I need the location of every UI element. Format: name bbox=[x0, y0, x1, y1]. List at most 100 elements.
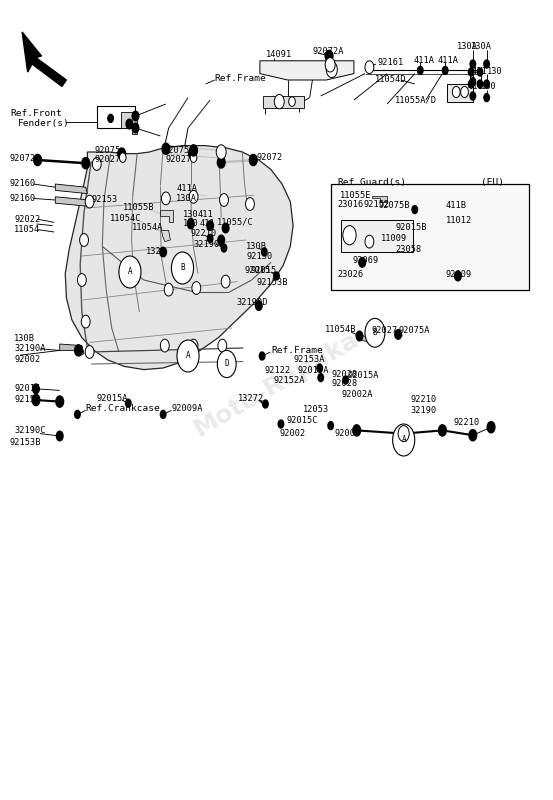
Circle shape bbox=[189, 190, 198, 203]
Circle shape bbox=[82, 158, 90, 169]
Circle shape bbox=[439, 425, 446, 436]
Circle shape bbox=[217, 157, 225, 168]
Text: 92009: 92009 bbox=[446, 270, 472, 279]
Text: 92072: 92072 bbox=[10, 154, 36, 163]
Text: 92015: 92015 bbox=[245, 266, 271, 275]
Text: 14091: 14091 bbox=[265, 50, 291, 59]
Polygon shape bbox=[22, 32, 66, 86]
Circle shape bbox=[221, 244, 227, 252]
Circle shape bbox=[263, 400, 268, 408]
Circle shape bbox=[365, 318, 385, 347]
Text: 11055A/D: 11055A/D bbox=[395, 95, 437, 105]
Circle shape bbox=[80, 234, 88, 246]
Text: 130: 130 bbox=[481, 82, 497, 91]
Circle shape bbox=[207, 234, 213, 242]
Circle shape bbox=[318, 374, 324, 382]
Circle shape bbox=[56, 396, 64, 407]
Circle shape bbox=[56, 431, 63, 441]
Circle shape bbox=[484, 94, 489, 102]
Text: 92160: 92160 bbox=[10, 194, 36, 203]
Circle shape bbox=[118, 148, 126, 159]
Circle shape bbox=[119, 153, 126, 162]
Text: 92075: 92075 bbox=[94, 146, 120, 155]
Circle shape bbox=[132, 111, 139, 121]
Text: 130: 130 bbox=[182, 210, 198, 219]
Polygon shape bbox=[55, 184, 87, 194]
Circle shape bbox=[477, 80, 483, 88]
Text: 130A: 130A bbox=[176, 194, 197, 203]
Circle shape bbox=[85, 346, 94, 358]
Circle shape bbox=[343, 376, 348, 384]
Circle shape bbox=[469, 430, 477, 441]
Text: 11055B: 11055B bbox=[123, 203, 154, 213]
Text: Fender(s): Fender(s) bbox=[18, 118, 70, 128]
Circle shape bbox=[75, 345, 82, 356]
Text: 411A: 411A bbox=[177, 184, 198, 194]
Circle shape bbox=[216, 145, 226, 159]
Polygon shape bbox=[121, 112, 137, 134]
Text: 12053: 12053 bbox=[303, 405, 329, 414]
Text: B: B bbox=[180, 263, 185, 273]
Circle shape bbox=[487, 422, 495, 433]
Text: 92022: 92022 bbox=[14, 214, 40, 224]
Circle shape bbox=[317, 364, 322, 372]
Text: 92210: 92210 bbox=[191, 229, 217, 238]
Circle shape bbox=[108, 114, 113, 122]
Text: 92002: 92002 bbox=[14, 354, 40, 364]
Circle shape bbox=[468, 80, 474, 88]
Text: 411: 411 bbox=[471, 67, 487, 77]
Circle shape bbox=[418, 66, 423, 74]
Text: 11054D: 11054D bbox=[375, 75, 406, 85]
Text: 32190: 32190 bbox=[410, 406, 436, 415]
Circle shape bbox=[171, 252, 194, 284]
FancyBboxPatch shape bbox=[331, 184, 529, 290]
Circle shape bbox=[75, 410, 80, 418]
Text: Ref.Guard(s): Ref.Guard(s) bbox=[337, 178, 406, 187]
Polygon shape bbox=[65, 146, 293, 370]
Circle shape bbox=[190, 145, 197, 156]
Polygon shape bbox=[447, 84, 473, 102]
Circle shape bbox=[470, 78, 476, 86]
Text: 92027: 92027 bbox=[372, 326, 398, 335]
Text: B: B bbox=[373, 328, 377, 338]
Text: 92002: 92002 bbox=[335, 429, 361, 438]
Text: 92069: 92069 bbox=[352, 256, 378, 266]
Text: 23058: 23058 bbox=[395, 245, 421, 254]
Text: D: D bbox=[225, 359, 229, 369]
Circle shape bbox=[160, 247, 166, 257]
Circle shape bbox=[255, 301, 262, 310]
Text: 11054C: 11054C bbox=[109, 214, 141, 223]
Circle shape bbox=[452, 86, 460, 98]
Text: 11055/C: 11055/C bbox=[217, 218, 254, 227]
Text: 92161: 92161 bbox=[377, 58, 403, 67]
Circle shape bbox=[34, 154, 41, 166]
Text: 92075B: 92075B bbox=[379, 201, 410, 210]
Circle shape bbox=[278, 420, 284, 428]
Text: Ref.Frame: Ref.Frame bbox=[215, 74, 267, 83]
Text: 92210: 92210 bbox=[453, 418, 479, 427]
Text: 92075A: 92075A bbox=[398, 326, 430, 335]
Circle shape bbox=[325, 58, 335, 72]
Circle shape bbox=[461, 86, 468, 98]
Circle shape bbox=[356, 331, 363, 341]
Text: 92015A: 92015A bbox=[347, 371, 379, 381]
Text: 92122: 92122 bbox=[264, 366, 290, 375]
Text: 92210: 92210 bbox=[410, 395, 436, 405]
Circle shape bbox=[400, 428, 408, 439]
Text: 92002: 92002 bbox=[279, 429, 305, 438]
Circle shape bbox=[119, 256, 141, 288]
Text: 92153B: 92153B bbox=[10, 438, 41, 447]
Polygon shape bbox=[160, 210, 173, 222]
Text: 411: 411 bbox=[197, 210, 213, 219]
Text: 92015B: 92015B bbox=[395, 222, 427, 232]
Text: 130: 130 bbox=[487, 67, 502, 77]
Circle shape bbox=[189, 339, 198, 352]
Text: 130A: 130A bbox=[471, 42, 492, 51]
Text: 32190C: 32190C bbox=[14, 426, 46, 435]
FancyBboxPatch shape bbox=[97, 106, 135, 128]
Circle shape bbox=[85, 195, 94, 208]
Text: 92015A: 92015A bbox=[298, 366, 329, 375]
Circle shape bbox=[192, 282, 201, 294]
Text: 411: 411 bbox=[199, 219, 215, 229]
Circle shape bbox=[220, 194, 228, 206]
